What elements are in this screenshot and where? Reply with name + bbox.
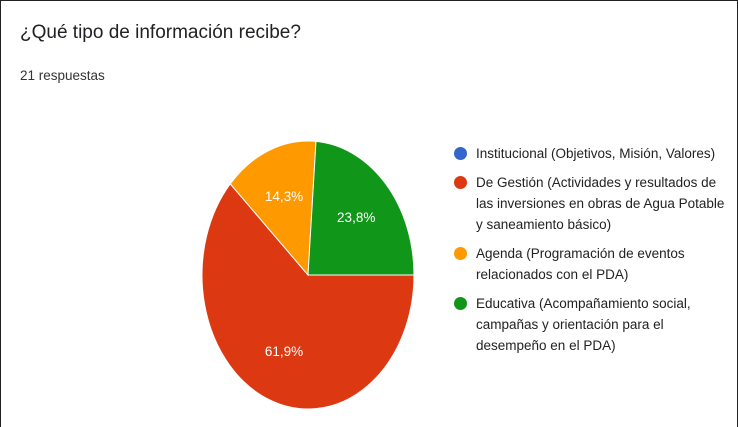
slice-label: 23,8% (337, 210, 375, 225)
legend-label: Institucional (Objetivos, Misión, Valore… (476, 146, 716, 161)
slice-label: 14,3% (265, 189, 303, 204)
chart-title: ¿Qué tipo de información recibe? (20, 22, 301, 43)
pie-slice (201, 183, 415, 410)
legend-item: Institucional (Objetivos, Misión, Valore… (452, 143, 734, 164)
pie-slice (307, 140, 415, 276)
slice-label: 61,9% (265, 344, 303, 359)
legend-swatch (454, 176, 467, 189)
legend-swatch (454, 147, 467, 160)
legend-label: Educativa (Acompañamiento social, campañ… (476, 296, 691, 353)
pie-slice (229, 140, 317, 277)
chart-subtitle: 21 respuestas (20, 68, 105, 83)
legend-item: Agenda (Programación de eventos relacion… (452, 243, 734, 285)
legend-item: De Gestión (Actividades y resultados de … (452, 172, 734, 235)
legend-label: De Gestión (Actividades y resultados de … (476, 175, 725, 232)
legend-swatch (454, 247, 467, 260)
legend-label: Agenda (Programación de eventos relacion… (476, 246, 685, 282)
legend-item: Educativa (Acompañamiento social, campañ… (452, 293, 734, 356)
legend-swatch (454, 297, 467, 310)
pie: 61,9% 14,3% 23,8% (201, 140, 415, 410)
legend: Institucional (Objetivos, Misión, Valore… (452, 143, 734, 356)
